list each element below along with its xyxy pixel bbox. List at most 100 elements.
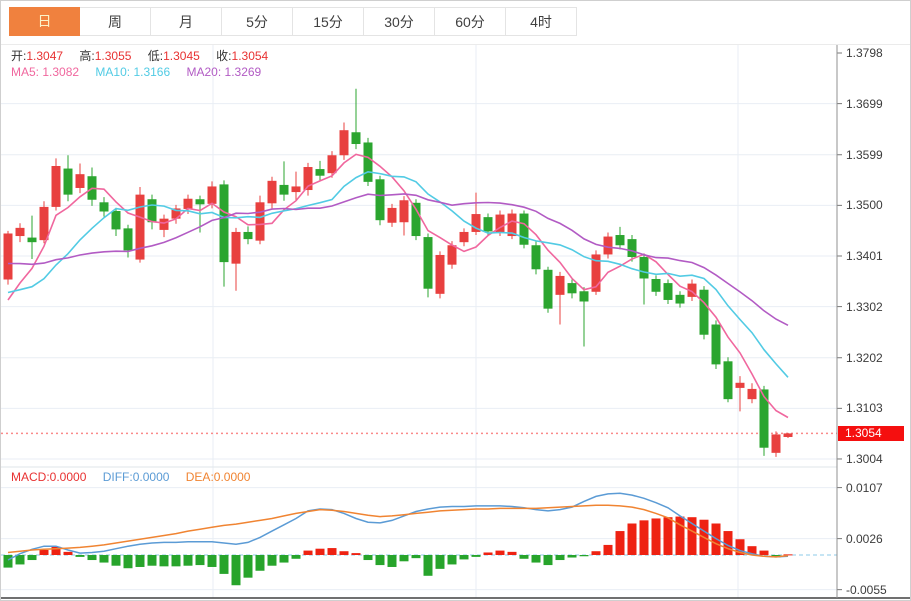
period-tab-bar: 日周月 5分 15分 30分 60分 4时 (9, 7, 577, 36)
candle-body (27, 237, 37, 243)
macd-bar (255, 555, 265, 571)
close-label: 收: (216, 49, 232, 63)
macd-bar (51, 546, 61, 555)
tab-period-3[interactable]: 5分 (222, 7, 293, 36)
macd-bar (375, 555, 385, 566)
diff-label: DIFF: (102, 470, 133, 484)
macd-bar (591, 551, 601, 555)
ma5-label: MA5: (11, 65, 40, 79)
ma10-value: 1.3166 (133, 65, 171, 79)
candle-body (735, 382, 745, 388)
candle-body (75, 174, 85, 188)
price-tick-label-8: 1.3004 (846, 451, 883, 466)
macd-bar (243, 555, 253, 578)
macd-bar (675, 516, 685, 555)
dea-line (7, 504, 789, 558)
macd-bar (75, 555, 85, 557)
macd-bar (543, 555, 553, 566)
macd-bar (87, 555, 97, 561)
candle-body (327, 155, 337, 174)
tab-period-1[interactable]: 周 (80, 7, 151, 36)
candle-body (339, 130, 349, 156)
macd-bar (291, 555, 301, 559)
candle-body (303, 167, 313, 191)
candle-body (555, 275, 565, 295)
ma5-line (7, 153, 789, 419)
macd-bar (267, 555, 277, 566)
low-label: 低: (147, 49, 164, 63)
macd-bar (123, 555, 133, 569)
macd-bar (783, 554, 793, 556)
candle-body (99, 202, 109, 212)
candle-body (279, 184, 289, 195)
candle-body (651, 278, 661, 292)
macd-bar (351, 553, 361, 555)
price-tick-label-4: 1.3401 (846, 248, 883, 263)
macd-bar (531, 555, 541, 563)
ma20-value: 1.3269 (224, 65, 262, 79)
candle-body (459, 231, 469, 243)
candle-body (759, 389, 769, 448)
candle-body (15, 227, 25, 237)
price-tick-label-7: 1.3103 (846, 401, 883, 416)
candle-body (111, 210, 121, 230)
candle-body (219, 184, 229, 263)
macd-bar (315, 548, 325, 555)
tab-period-5[interactable]: 30分 (364, 7, 435, 36)
macd-bar (651, 518, 661, 555)
macd-value: 0.0000 (49, 470, 87, 484)
macd-bar (435, 555, 445, 569)
candle-body (783, 433, 793, 437)
open-value: 1.3047 (26, 49, 64, 63)
macd-bar (555, 555, 565, 561)
candle-body (183, 198, 193, 209)
macd-bar (339, 551, 349, 555)
current-price-badge: 1.3054 (838, 425, 904, 441)
macd-bar (495, 550, 505, 555)
candle-body (195, 199, 205, 205)
dea-label: DEA: (185, 470, 214, 484)
candle-body (723, 361, 733, 400)
macd-bar (759, 550, 769, 555)
macd-bar (411, 555, 421, 559)
tab-period-0[interactable]: 日 (9, 7, 80, 36)
ma20-label: MA20: (186, 65, 222, 79)
macd-tick-label-0: 0.0107 (846, 480, 883, 495)
macd-bar (639, 520, 649, 555)
macd-bar (147, 555, 157, 566)
candle-body (135, 194, 145, 260)
candle-body (771, 434, 781, 453)
candle-body (123, 228, 133, 251)
tab-period-2[interactable]: 月 (151, 7, 222, 36)
macd-bar (3, 555, 13, 568)
macd-bar (615, 531, 625, 555)
candle-body (171, 208, 181, 219)
candle-body (39, 206, 49, 241)
tab-period-7[interactable]: 4时 (506, 7, 577, 36)
candle-body (363, 142, 373, 182)
macd-bar (687, 517, 697, 555)
candle-body (663, 283, 673, 300)
tab-period-4[interactable]: 15分 (293, 7, 364, 36)
low-value: 1.3045 (163, 49, 200, 63)
macd-bar (171, 555, 181, 567)
candle-body (519, 213, 529, 245)
macd-bar (567, 555, 577, 558)
tab-period-6[interactable]: 60分 (435, 7, 506, 36)
candle-body (231, 231, 241, 264)
candle-body (375, 179, 385, 221)
open-label: 开: (11, 49, 27, 63)
candle-body (639, 257, 649, 279)
macd-label: MACD: (11, 470, 50, 484)
candle-body (627, 239, 637, 258)
candle-body (315, 169, 325, 176)
close-value: 1.3054 (231, 49, 269, 63)
price-tick-label-5: 1.3302 (846, 299, 883, 314)
macd-bar (63, 551, 73, 555)
macd-bar (135, 555, 145, 567)
price-tick-label-2: 1.3599 (846, 147, 883, 162)
candle-body (531, 245, 541, 270)
candle-body (243, 231, 253, 240)
